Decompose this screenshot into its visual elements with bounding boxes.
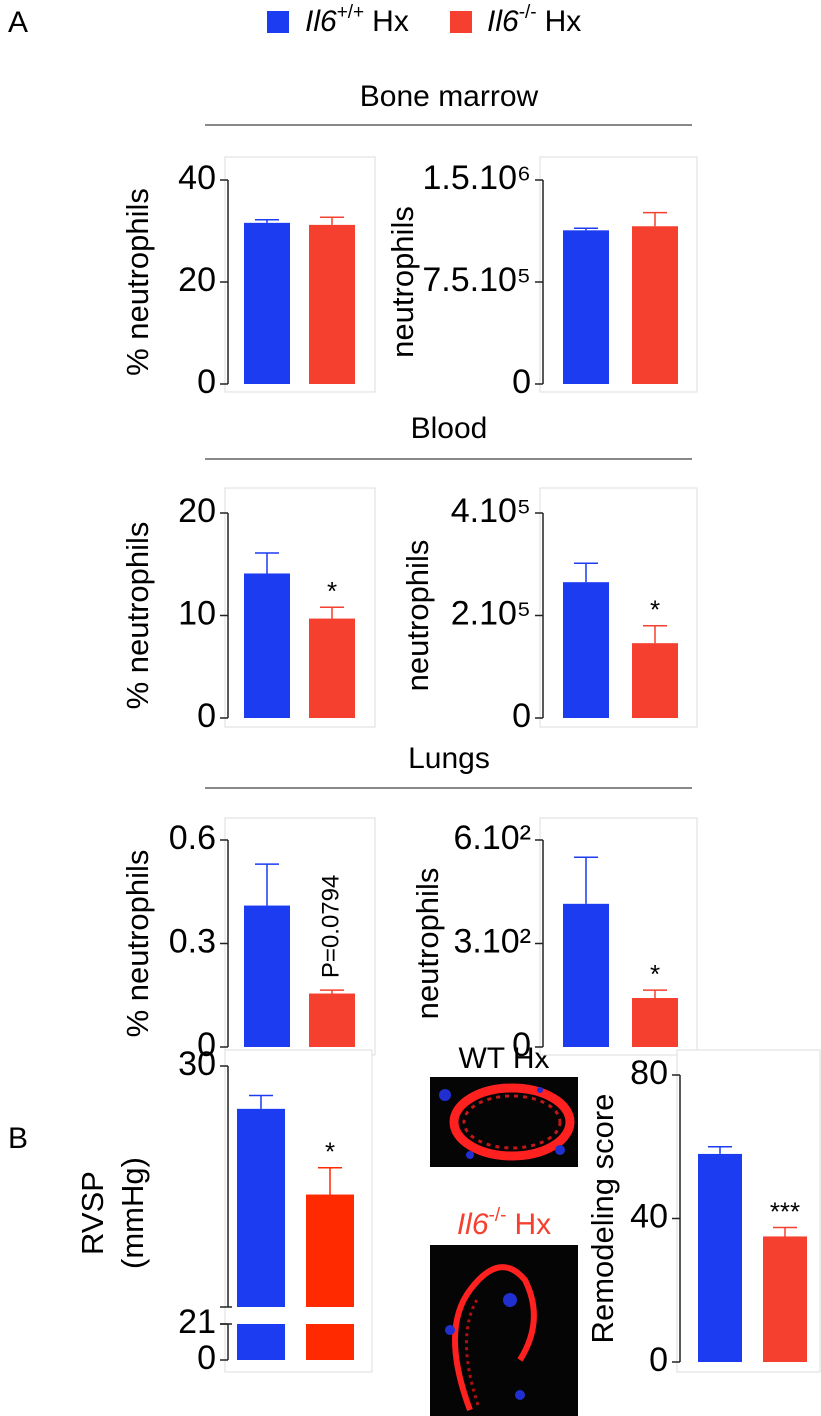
y-tick-label: 0: [197, 363, 216, 401]
y-tick-label: 0: [197, 1339, 216, 1377]
bar: [237, 1109, 285, 1307]
y-tick-label: 21: [178, 1303, 216, 1341]
panel-label: B: [8, 1122, 28, 1155]
section-title: Lungs: [408, 742, 490, 775]
annotation: *: [325, 1137, 335, 1167]
y-axis-title: neutrophils: [400, 540, 435, 692]
legend-swatch: [450, 11, 472, 33]
y-tick-label: 20: [178, 492, 216, 530]
bar: [244, 906, 290, 1047]
section-title: Blood: [411, 412, 488, 445]
annotation: *: [650, 595, 660, 625]
y-tick-label: 4.10⁵: [451, 492, 531, 530]
bar: [309, 994, 355, 1047]
legend-label: Hx: [372, 5, 409, 38]
bar-chart: 0 10 20 % neutrophils *: [120, 488, 375, 735]
y-tick-label: 6.10²: [454, 819, 532, 857]
bar: [563, 904, 609, 1047]
y-tick-label: 0: [649, 1341, 668, 1379]
y-tick-label: 0: [512, 697, 531, 735]
bar: [632, 998, 678, 1047]
y-axis-title: % neutrophils: [120, 850, 155, 1038]
y-tick-label: 20: [178, 261, 216, 299]
y-tick-label: 0.3: [169, 922, 216, 960]
bar-chart: 0 40 80 Remodeling score ***: [585, 1050, 820, 1379]
micrograph: [430, 1077, 578, 1167]
legend-entry: Il6+/+ Hx: [305, 2, 409, 38]
y-tick-label: 1.5.10⁶: [422, 159, 531, 197]
legend-genotype: +/+: [337, 2, 364, 23]
y-tick-label: 3.10²: [454, 922, 532, 960]
image-label-text: Hx: [514, 1208, 551, 1241]
legend-genotype: -/-: [519, 2, 537, 23]
bar: [237, 1324, 285, 1360]
bar: [309, 619, 355, 718]
y-tick-label: 0: [512, 1026, 531, 1064]
annotation: *: [327, 576, 337, 606]
bar: [306, 1324, 354, 1360]
legend-gene: Il6: [305, 5, 337, 38]
y-tick-label: 0: [512, 363, 531, 401]
y-tick-label: 30: [178, 1045, 216, 1083]
annotation: ***: [770, 1196, 800, 1226]
y-axis-title: % neutrophils: [120, 188, 155, 376]
bar-chart: 0 2.10⁵ 4.10⁵ neutrophils *: [400, 488, 697, 735]
image-gene: Il6: [457, 1208, 489, 1241]
y-axis-title: neutrophils: [385, 206, 420, 358]
y-axis-title: % neutrophils: [120, 522, 155, 710]
micrograph: [430, 1245, 578, 1416]
bar: [309, 225, 355, 384]
y-tick-label: 40: [630, 1197, 668, 1235]
y-tick-label: 2.10⁵: [451, 594, 531, 632]
image-label: Il6-/- Hx: [457, 1205, 551, 1241]
y-axis-title: (mmHg): [115, 1157, 150, 1269]
bar: [563, 230, 609, 384]
y-tick-label: 10: [178, 594, 216, 632]
section-title: Bone marrow: [360, 80, 539, 113]
y-tick-label: 7.5.10⁵: [422, 261, 531, 299]
bar: [563, 582, 609, 718]
y-axis-title: Remodeling score: [585, 1094, 620, 1344]
y-tick-label: 0: [197, 697, 216, 735]
figure: A B Il6+/+Hx Il6-/-Hx Bone marrow Blood …: [0, 0, 821, 1416]
image-genotype: -/-: [489, 1205, 507, 1226]
legend-swatch: [267, 11, 289, 33]
legend-gene: Il6: [487, 5, 519, 38]
bar-chart: 0 20 40 % neutrophils: [120, 157, 375, 401]
bar: [632, 643, 678, 718]
bar-chart: 021 30 RVSP(mmHg) *: [75, 1045, 372, 1377]
bar-chart: 0 3.10² 6.10² neutrophils *: [410, 818, 697, 1064]
bar: [632, 226, 678, 384]
y-tick-label: 80: [630, 1054, 668, 1092]
panel-label: A: [8, 6, 28, 39]
bar: [763, 1236, 807, 1362]
bar: [698, 1154, 742, 1362]
y-axis-title: RVSP: [75, 1171, 110, 1255]
legend-label: Hx: [545, 5, 582, 38]
annotation: *: [650, 959, 660, 989]
annotation: P=0.0794: [317, 875, 344, 978]
bar: [244, 573, 290, 718]
y-tick-label: 40: [178, 159, 216, 197]
y-axis-title: neutrophils: [410, 868, 445, 1020]
bar: [306, 1195, 354, 1307]
legend-entry: Il6-/- Hx: [487, 2, 581, 38]
bar: [244, 223, 290, 384]
y-tick-label: 0.6: [169, 819, 216, 857]
